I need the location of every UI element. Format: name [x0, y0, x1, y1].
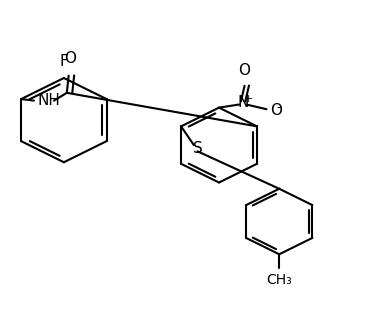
Text: S: S: [193, 141, 202, 156]
Text: +: +: [244, 94, 254, 104]
Text: F: F: [59, 54, 68, 69]
Text: NH: NH: [38, 93, 61, 108]
Text: -: -: [276, 101, 281, 114]
Text: CH₃: CH₃: [266, 273, 292, 287]
Text: O: O: [239, 63, 250, 78]
Text: N: N: [237, 95, 249, 110]
Text: O: O: [270, 103, 282, 118]
Text: O: O: [65, 51, 77, 66]
